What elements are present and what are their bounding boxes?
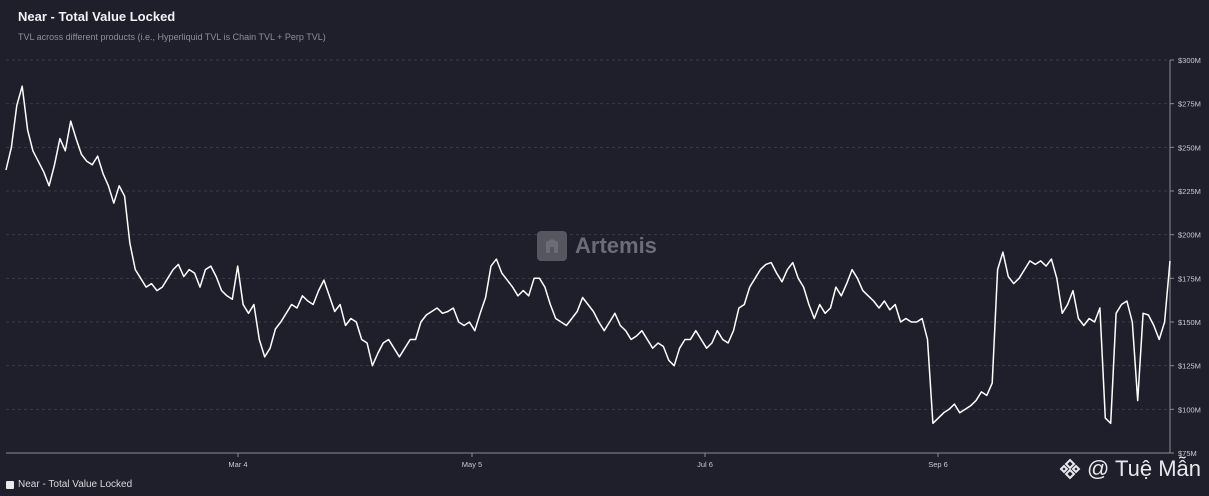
x-tick-label: May 5 — [462, 460, 482, 469]
y-tick-label: $225M — [1178, 187, 1201, 196]
artemis-watermark: Artemis — [537, 231, 657, 261]
x-tick-label: Jul 6 — [697, 460, 713, 469]
grid-lines — [6, 59, 1170, 454]
legend-swatch — [6, 480, 14, 489]
author-credit-text: @ Tuệ Mẫn — [1086, 456, 1201, 481]
chart-subtitle: TVL across different products (i.e., Hyp… — [18, 32, 326, 42]
y-tick-label: $150M — [1178, 318, 1201, 327]
y-tick-label: $300M — [1178, 56, 1201, 65]
y-axis: $300M $275M $250M $225M $200M $175M $150M $125M… — [1169, 56, 1201, 458]
artemis-brand-text: Artemis — [575, 233, 657, 258]
x-tick-label: Sep 6 — [928, 460, 948, 469]
series-line-near-tvl — [5, 85, 1171, 425]
author-credit: @ Tuệ Mẫn — [1059, 456, 1201, 482]
x-axis: Mar 4 May 5 Jul 6 Sep 6 — [228, 453, 948, 469]
y-tick-label: $250M — [1178, 143, 1201, 152]
binance-diamond-icon — [1059, 458, 1081, 480]
chart-title: Near - Total Value Locked — [18, 9, 176, 24]
legend-label: Near - Total Value Locked — [18, 479, 133, 490]
y-tick-label: $275M — [1178, 100, 1201, 109]
x-tick-label: Mar 4 — [228, 460, 247, 469]
artemis-logo-icon — [537, 231, 567, 261]
y-tick-label: $175M — [1178, 274, 1201, 283]
y-tick-label: $125M — [1178, 362, 1201, 371]
chart-legend[interactable]: Near - Total Value Locked — [6, 479, 132, 490]
y-tick-label: $75M — [1178, 449, 1197, 458]
y-tick-label: $200M — [1178, 231, 1201, 240]
y-tick-label: $100M — [1178, 405, 1201, 414]
